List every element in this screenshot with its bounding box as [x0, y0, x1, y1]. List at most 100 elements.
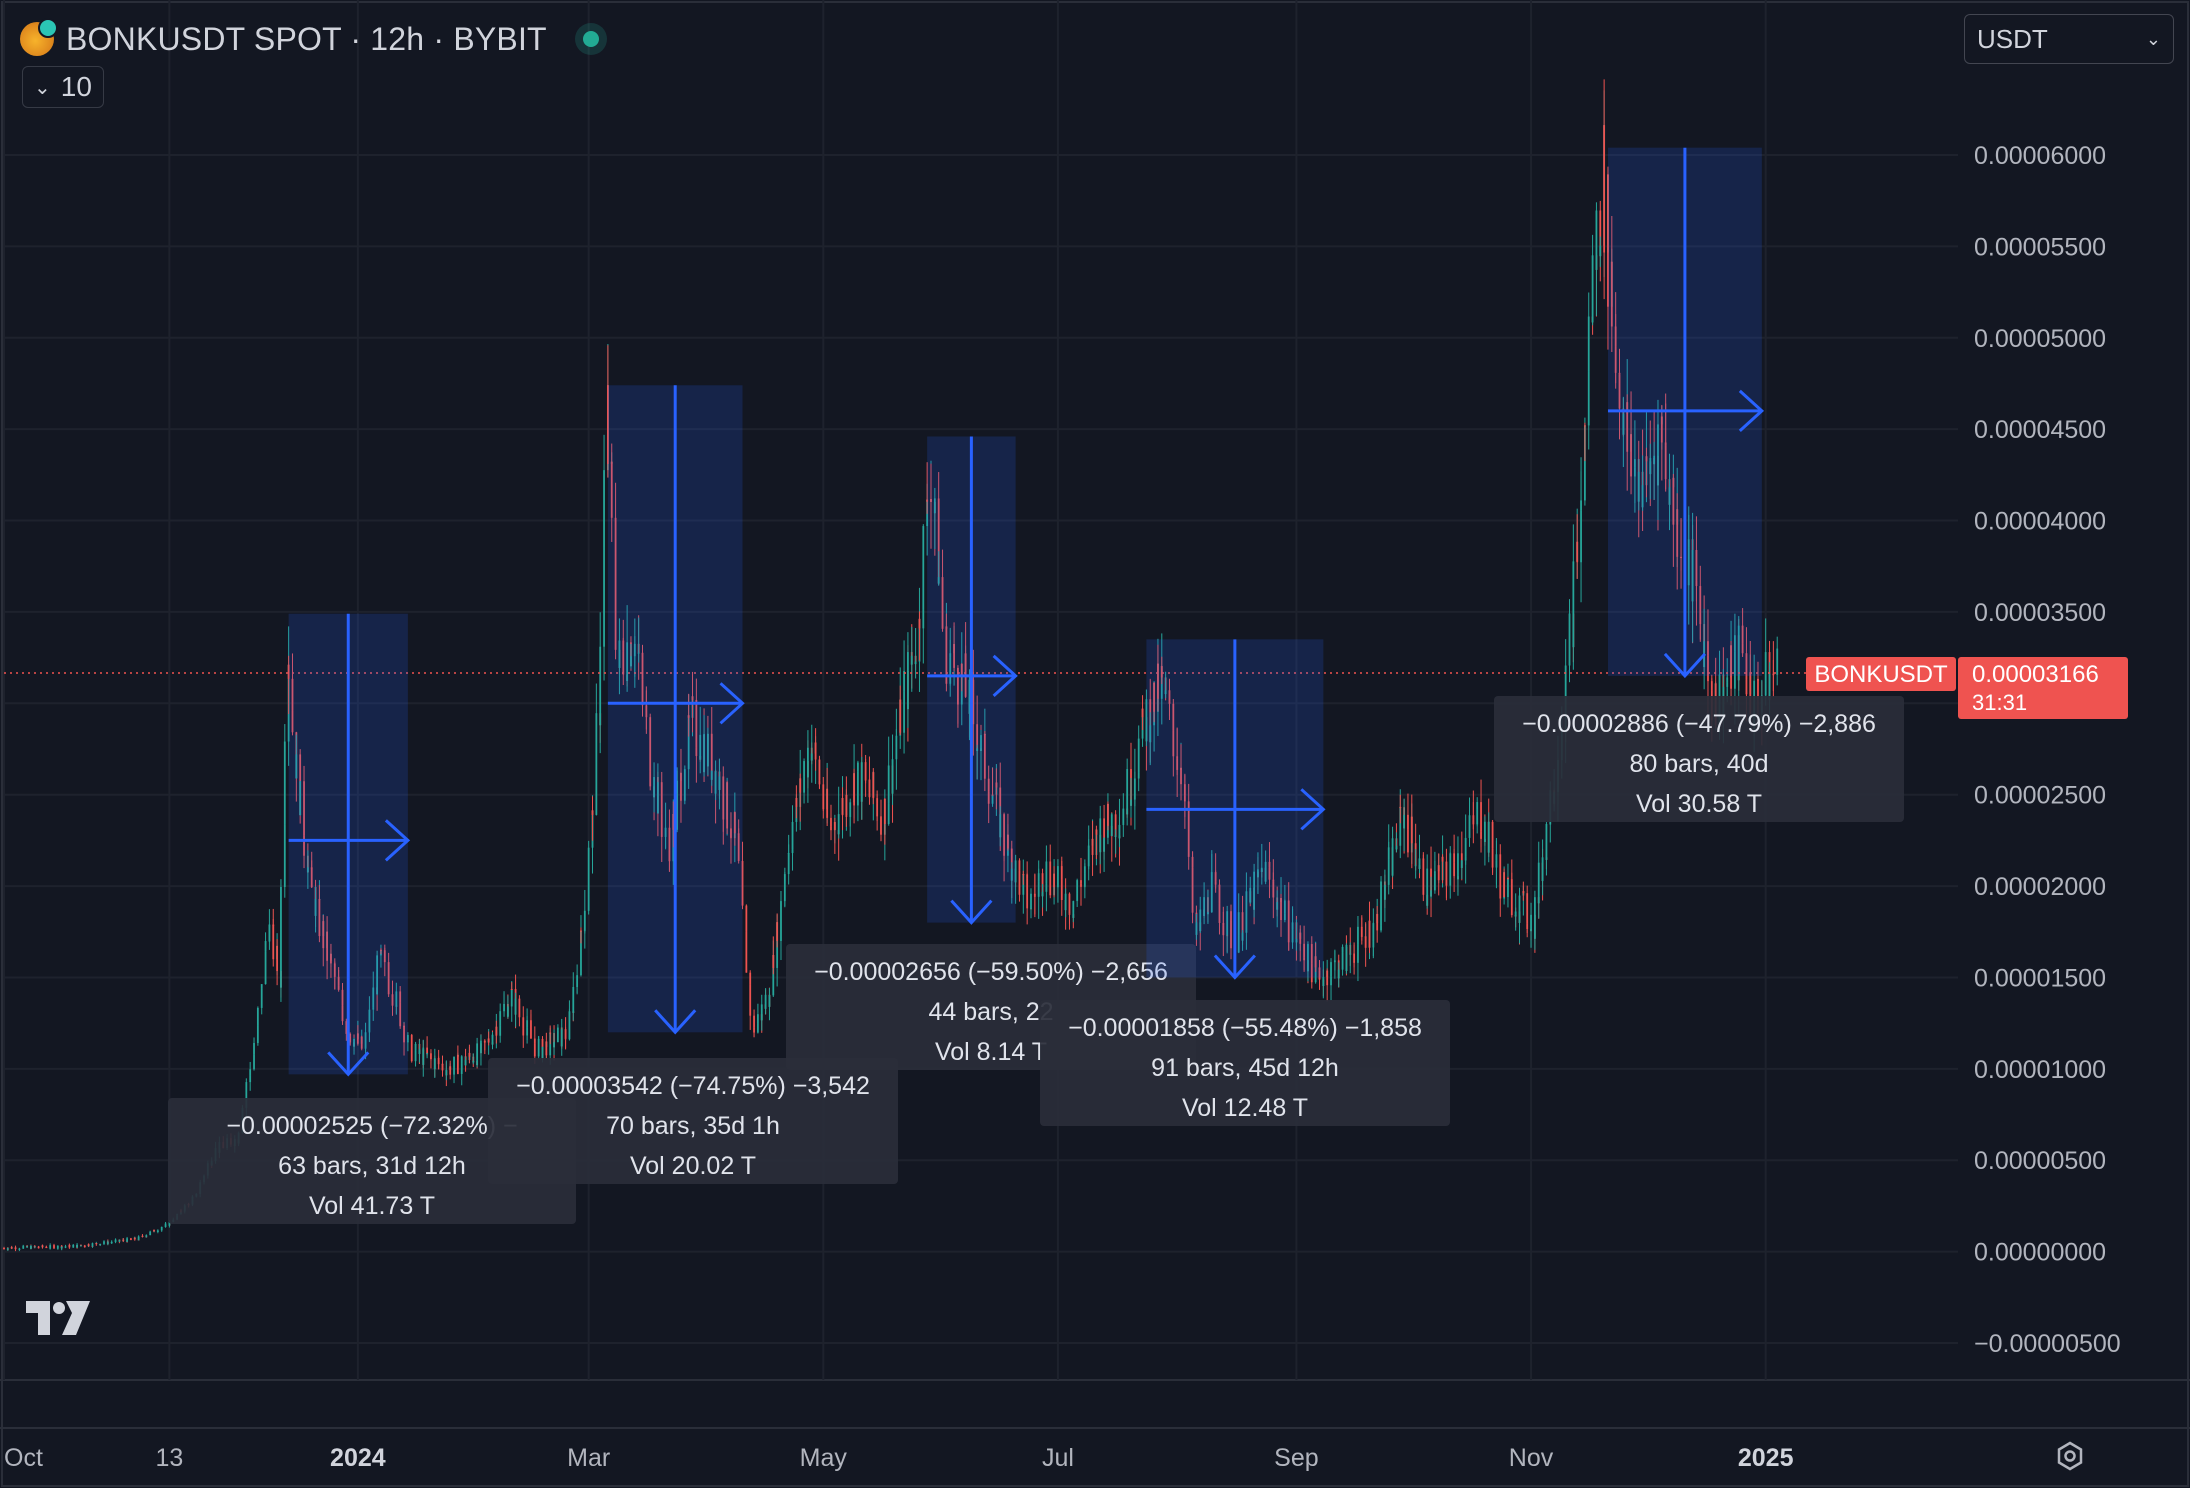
candle-body [449, 1066, 452, 1075]
candle-body [1114, 814, 1117, 837]
candle-body [1764, 652, 1767, 684]
candle-body [1595, 210, 1598, 270]
candle-body [122, 1239, 125, 1241]
candle-body [1357, 944, 1359, 963]
price-tick-label[interactable]: 0.00006000 [1974, 142, 2106, 170]
indicators-toggle-button[interactable]: ⌄ 10 [22, 66, 104, 108]
candle-body [757, 1014, 759, 1024]
candle-body [914, 661, 917, 665]
candle-body [1168, 701, 1171, 704]
price-tick-label[interactable]: −0.00000500 [1974, 1330, 2121, 1358]
candle-body [1199, 909, 1202, 932]
price-tick-label[interactable]: 0.00000500 [1974, 1147, 2106, 1175]
price-tick-label[interactable]: 0.00005500 [1974, 233, 2106, 261]
candle-body [514, 998, 517, 1015]
candle-body [383, 958, 386, 963]
candle-body [795, 797, 798, 807]
price-tick-label[interactable]: 0.00003500 [1974, 599, 2106, 627]
candle-body [918, 618, 921, 629]
measure-change-label: −0.00001858 (−55.48%) −1,858 [1068, 1014, 1422, 1042]
candle-body [283, 824, 286, 887]
candle-body [406, 1035, 409, 1041]
candle-body [999, 814, 1002, 838]
time-tick-label[interactable]: Jul [1042, 1444, 1074, 1472]
candle-body [376, 955, 379, 995]
arrow-right-icon [992, 654, 1018, 698]
candle-body [799, 778, 802, 793]
candle-body [1337, 969, 1340, 979]
price-tick-label[interactable]: 0.00004500 [1974, 416, 2106, 444]
candle-body [380, 949, 382, 951]
time-tick-label[interactable]: 13 [155, 1444, 183, 1472]
time-tick-label[interactable]: 2024 [330, 1444, 386, 1472]
candle-body [1333, 960, 1336, 962]
candle-body [72, 1245, 75, 1247]
candle-body [14, 1247, 17, 1250]
candle-body [1210, 872, 1213, 913]
candle-body [676, 780, 679, 794]
candle-body [1599, 245, 1602, 257]
candle-body [533, 1043, 536, 1057]
currency-select[interactable]: USDT ⌄ [1964, 14, 2174, 64]
candle-body [1695, 580, 1698, 587]
candle-body [1510, 883, 1513, 916]
time-axis[interactable]: Oct 13 2024 Mar May Jul Sep Nov 2025 [4, 1444, 1794, 1472]
candle-body [530, 1027, 532, 1039]
candle-body [1357, 926, 1359, 945]
candle-body [645, 705, 648, 718]
measurement-tools[interactable]: −0.00002525 (−72.32%) − 63 bars, 31d 12h V… [168, 147, 1904, 1224]
price-tick-label[interactable]: 0.00002000 [1974, 873, 2106, 901]
candle-body [768, 995, 771, 1007]
candle-body [1137, 738, 1140, 773]
candle-body [1033, 895, 1036, 897]
tradingview-logo-icon[interactable] [26, 1300, 90, 1345]
time-tick-label[interactable]: Oct [4, 1444, 43, 1472]
measure-volume-label: Vol 8.14 T [935, 1038, 1047, 1066]
candle-body [464, 1059, 467, 1066]
candle-body [133, 1237, 136, 1240]
price-tick-label[interactable]: 0.00002500 [1974, 782, 2106, 810]
candle-body [6, 1248, 9, 1250]
time-tick-label[interactable]: Mar [567, 1444, 610, 1472]
candle-body [1214, 881, 1217, 885]
candle-body [660, 813, 663, 837]
candle-body [1580, 500, 1582, 511]
candle-body [1507, 877, 1509, 880]
price-tick-label[interactable]: 0.00001500 [1974, 964, 2106, 992]
measure-bars-label: 91 bars, 45d 12h [1151, 1054, 1339, 1082]
price-axis[interactable]: 0.00006000 0.00005500 0.00005000 0.00004500… [1974, 142, 2121, 1358]
candle-body [564, 1038, 567, 1040]
candle-body [280, 886, 282, 988]
chevron-down-icon: ⌄ [2145, 28, 2161, 49]
price-tick-label[interactable]: 0.00004000 [1974, 508, 2106, 536]
candle-body [522, 1017, 525, 1029]
candle-body [1230, 920, 1232, 949]
candle-body [364, 1032, 367, 1048]
time-tick-label[interactable]: May [800, 1444, 848, 1472]
price-tick-label[interactable]: 0.00005000 [1974, 325, 2106, 353]
candle-body [787, 853, 790, 875]
candle-body [1341, 952, 1344, 970]
candle-body [710, 770, 713, 780]
time-tick-label[interactable]: Sep [1274, 1444, 1318, 1472]
settings-gear-icon[interactable] [2054, 1440, 2086, 1480]
candle-body [1118, 824, 1121, 839]
candle-body [606, 385, 609, 464]
candle-body [1603, 125, 1606, 253]
symbol-title[interactable]: BONKUSDT SPOT · 12h · BYBIT [66, 20, 547, 57]
price-tick-label[interactable]: 0.00000000 [1974, 1239, 2106, 1267]
time-tick-label[interactable]: Nov [1509, 1444, 1554, 1472]
candle-body [1114, 835, 1117, 837]
measure-bars-label: 63 bars, 31d 12h [278, 1152, 466, 1180]
time-tick-label[interactable]: 2025 [1738, 1444, 1794, 1472]
candle-body [460, 1063, 463, 1074]
candle-body [783, 874, 786, 885]
candle-body [410, 1039, 413, 1062]
candle-body [1660, 416, 1663, 443]
candle-body [1395, 845, 1398, 850]
price-tick-label[interactable]: 0.00001000 [1974, 1056, 2106, 1084]
candle-body [1526, 893, 1529, 924]
candle-body [1487, 821, 1490, 853]
candle-body [764, 994, 767, 1009]
